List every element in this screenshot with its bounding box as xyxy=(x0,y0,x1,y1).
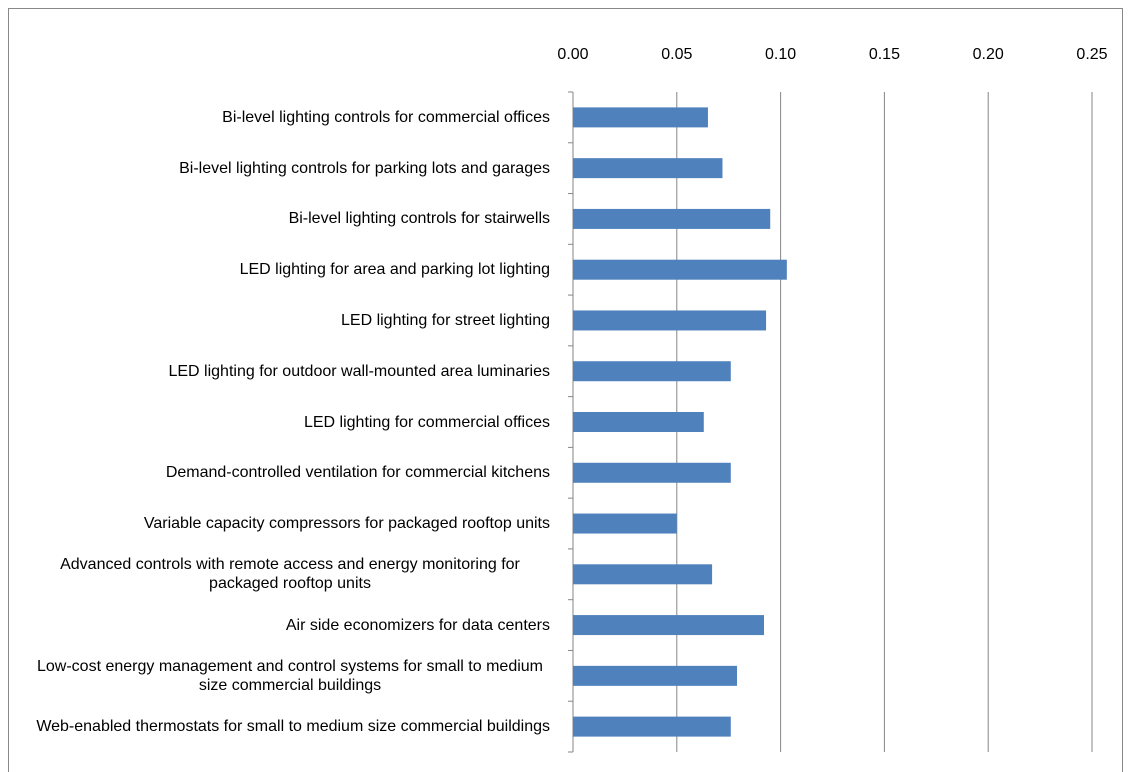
category-label-box: Advanced controls with remote access and… xyxy=(30,549,550,599)
bar xyxy=(573,716,731,737)
category-label-box: Variable capacity compressors for packag… xyxy=(144,499,550,549)
y-tick-label: Web-enabled thermostats for small to med… xyxy=(36,718,550,736)
y-tick-label: Demand-controlled ventilation for commer… xyxy=(165,464,550,482)
y-tick-label: Air side economizers for data centers xyxy=(285,616,550,634)
y-tick-label: Advanced controls with remote access and… xyxy=(60,556,520,593)
bar xyxy=(573,259,787,280)
x-tick-label: 0.05 xyxy=(661,46,692,63)
category-label-box: Web-enabled thermostats for small to med… xyxy=(36,702,550,752)
bar xyxy=(573,412,704,432)
category-label-box: LED lighting for outdoor wall-mounted ar… xyxy=(168,346,550,396)
x-tick-label: 0.00 xyxy=(557,46,588,63)
y-tick-label: LED lighting for commercial offices xyxy=(303,413,550,431)
x-tick-label: 0.15 xyxy=(869,46,900,63)
category-label-box: Demand-controlled ventilation for commer… xyxy=(166,448,550,498)
chart-border xyxy=(8,8,1123,772)
y-tick-label: LED lighting for area and parking lot li… xyxy=(239,261,550,279)
bar xyxy=(573,513,677,534)
y-tick-label: Variable capacity compressors for packag… xyxy=(143,515,550,533)
category-label-box: LED lighting for commercial offices xyxy=(304,397,550,447)
y-tick-label: Bi-level lighting controls for parking l… xyxy=(179,159,550,177)
category-label-box: Bi-level lighting controls for parking l… xyxy=(179,143,550,193)
category-label-box: Air side economizers for data centers xyxy=(286,600,550,650)
bar xyxy=(573,158,723,179)
y-tick-label: LED lighting for outdoor wall-mounted ar… xyxy=(168,362,550,380)
y-tick-label: Bi-level lighting controls for commercia… xyxy=(222,108,550,126)
category-label-box: Low-cost energy management and control s… xyxy=(30,651,550,701)
category-label-box: Bi-level lighting controls for commercia… xyxy=(222,92,550,142)
bar xyxy=(573,665,738,686)
x-tick-label: 0.10 xyxy=(765,46,796,63)
y-tick-label: Bi-level lighting controls for stairwell… xyxy=(288,210,550,228)
bar xyxy=(573,361,731,382)
bar xyxy=(573,208,771,229)
bar xyxy=(573,310,767,331)
x-tick-label: 0.20 xyxy=(973,46,1004,63)
category-label-box: LED lighting for street lighting xyxy=(341,295,550,345)
category-label-box: LED lighting for area and parking lot li… xyxy=(240,245,550,295)
bar xyxy=(573,107,708,128)
x-tick-label: 0.25 xyxy=(1076,46,1107,63)
bar xyxy=(573,564,713,585)
y-tick-label: LED lighting for street lighting xyxy=(341,311,550,329)
bar xyxy=(573,462,731,483)
y-tick-label: Low-cost energy management and control s… xyxy=(37,657,543,694)
bar xyxy=(573,615,764,636)
category-label-box: Bi-level lighting controls for stairwell… xyxy=(289,194,550,244)
